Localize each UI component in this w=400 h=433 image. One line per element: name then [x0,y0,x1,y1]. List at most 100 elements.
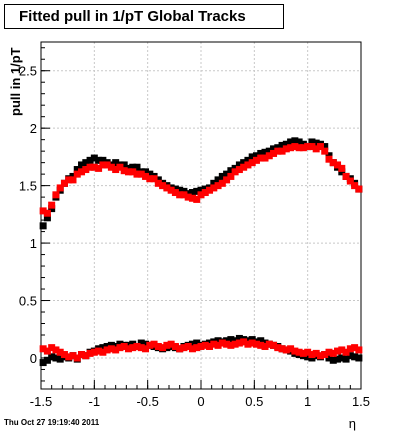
data-point [43,347,51,355]
data-point [176,345,184,353]
data-point [184,193,192,201]
data-point [210,340,218,348]
data-point [244,156,252,164]
data-point [325,354,333,362]
data-point [103,161,111,169]
data-point [265,152,273,160]
data-point [223,176,231,184]
data-point [73,170,81,178]
data-point [137,344,145,352]
data-point [193,339,201,347]
data-point [129,344,137,352]
data-point [176,191,184,199]
data-point [231,168,239,176]
data-point [351,182,359,190]
data-point [52,346,60,354]
x-tick-label: -1 [89,394,101,409]
data-point [52,354,60,362]
data-point [206,186,214,194]
data-point [86,156,94,164]
x-tick-label: -1.5 [30,394,52,409]
data-point [116,163,124,171]
data-point [235,161,243,169]
tick-labels: -1.5 -1 -0.5 0 0.5 1 1.5 0 0.5 1 1.5 2 2.5 [19,64,370,409]
data-point [171,189,179,197]
data-point [99,161,107,169]
x-tick-label: -0.5 [136,394,158,409]
y-tick-label: 0 [30,351,37,366]
data-point [227,167,235,175]
data-point [82,352,90,360]
chart-title: Fitted pull in 1/pT Global Tracks [4,4,284,29]
data-point [299,144,307,152]
data-point [282,140,290,148]
data-point [188,194,196,202]
data-point [240,163,248,171]
data-point [304,348,312,356]
data-point [346,345,354,353]
data-point [278,147,286,155]
data-point [270,149,278,157]
data-point [282,346,290,354]
data-point [321,351,329,359]
data-point [355,346,363,354]
data-point [351,353,359,361]
data-point [48,201,56,209]
data-point [82,159,90,167]
data-point [244,340,252,348]
x-tick-label: 0.5 [245,394,263,409]
data-point [329,349,337,357]
data-point [56,184,64,192]
data-point [299,349,307,357]
data-point [325,348,333,356]
data-point [69,352,77,360]
data-point [65,353,73,361]
data-point [252,152,260,160]
y-tick-label: 1 [30,236,37,251]
data-point [142,172,150,180]
data-point [287,345,295,353]
data-point [261,342,269,350]
data-point [124,345,132,353]
data-point [146,175,154,183]
data-point [95,347,103,355]
x-tick-label: 0 [197,394,204,409]
data-point [252,340,260,348]
data-point [146,170,154,178]
data-point [248,153,256,161]
data-point [334,161,342,169]
x-tick-label: 1.5 [352,394,370,409]
data-point [291,137,299,145]
y-tick-label: 2 [30,121,37,136]
data-point [39,222,47,230]
data-point [206,342,214,350]
data-point [308,143,316,151]
data-point [210,184,218,192]
data-point [163,184,171,192]
data-point [193,344,201,352]
data-point [261,154,269,162]
data-point [150,175,158,183]
data-point [334,355,342,363]
data-point [129,168,137,176]
data-point [107,345,115,353]
data-point [167,340,175,348]
data-point [150,340,158,348]
series-red-1 [39,143,363,217]
data-point [295,138,303,146]
data-point [257,337,265,345]
data-point [278,345,286,353]
data-point [154,342,162,350]
data-point [159,344,167,352]
data-point [295,144,303,152]
data-point [355,185,363,193]
data-point [60,351,68,359]
data-point [142,340,150,348]
data-point [312,349,320,357]
data-point [325,155,333,163]
data-point [112,159,120,167]
data-point [223,170,231,178]
data-point [257,149,265,157]
data-point [73,166,81,174]
